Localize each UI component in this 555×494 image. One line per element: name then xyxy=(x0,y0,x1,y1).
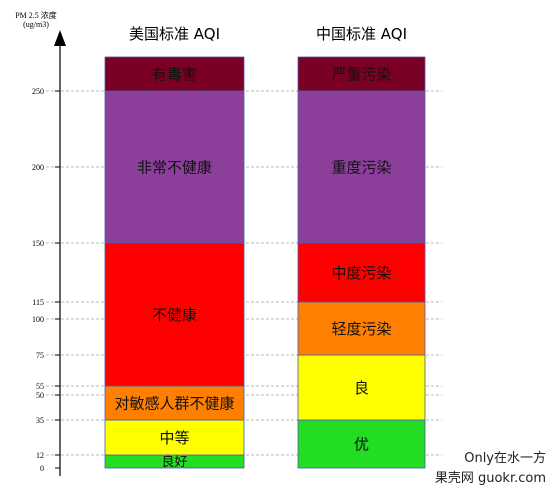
y-tick-label: 75 xyxy=(36,351,44,360)
aqi-segment-label: 非常不健康 xyxy=(137,158,212,176)
aqi-segment xyxy=(297,301,426,356)
y-tick-label: 200 xyxy=(32,163,44,172)
aqi-segment-label: 重度污染 xyxy=(331,158,391,176)
aqi-segment xyxy=(104,56,245,92)
column-title: 美国标准 AQI xyxy=(129,25,220,43)
aqi-segment xyxy=(104,90,245,244)
y-tick-label: 50 xyxy=(36,391,44,400)
y-tick-label: 0 xyxy=(40,464,44,473)
aqi-segment xyxy=(104,385,245,421)
aqi-segment xyxy=(104,419,245,456)
aqi-segment xyxy=(297,419,426,469)
watermark-line1: Only在水一方 xyxy=(464,450,546,466)
y-tick-label: 250 xyxy=(32,87,44,96)
aqi-segment xyxy=(104,242,245,387)
column-title: 中国标准 AQI xyxy=(316,25,407,43)
y-tick-label: 55 xyxy=(36,382,44,391)
aqi-segment-label: 良 xyxy=(354,379,369,397)
column-titles: 美国标准 AQI 中国标准 AQI xyxy=(129,25,407,43)
watermark: Only在水一方 果壳网 guokr.com xyxy=(435,450,546,486)
y-tick-label: 150 xyxy=(32,239,44,248)
aqi-segment-label: 中度污染 xyxy=(331,264,391,282)
aqi-segment xyxy=(297,90,426,244)
y-tick-label: 12 xyxy=(36,451,44,460)
aqi-column: 优 良 轻度污染 中度污染 重度污染 严重污染 xyxy=(297,56,426,469)
y-tick-label: 35 xyxy=(36,416,44,425)
aqi-segment xyxy=(297,242,426,303)
aqi-segment-label: 良好 xyxy=(161,454,187,470)
y-tick-label: 100 xyxy=(32,315,44,324)
aqi-segment xyxy=(297,354,426,421)
y-axis-title-line2: (ug/m3) xyxy=(23,20,49,29)
y-axis-arrow-icon xyxy=(54,30,66,46)
aqi-segment-label: 有毒害 xyxy=(152,65,197,83)
y-axis: PM 2.5 浓度 (ug/m3) xyxy=(15,10,66,476)
aqi-segment-label: 严重污染 xyxy=(331,65,391,83)
aqi-segment xyxy=(297,56,426,92)
aqi-segment-label: 中等 xyxy=(159,429,189,447)
aqi-segment-label: 对敏感人群不健康 xyxy=(114,394,234,412)
y-axis-title-line1: PM 2.5 浓度 xyxy=(15,10,57,20)
aqi-segment-label: 不健康 xyxy=(152,306,197,324)
watermark-line2: 果壳网 guokr.com xyxy=(435,471,546,486)
y-tick-label: 115 xyxy=(32,298,44,307)
aqi-segment-label: 优 xyxy=(354,435,369,453)
aqi-segment-label: 轻度污染 xyxy=(331,320,391,338)
